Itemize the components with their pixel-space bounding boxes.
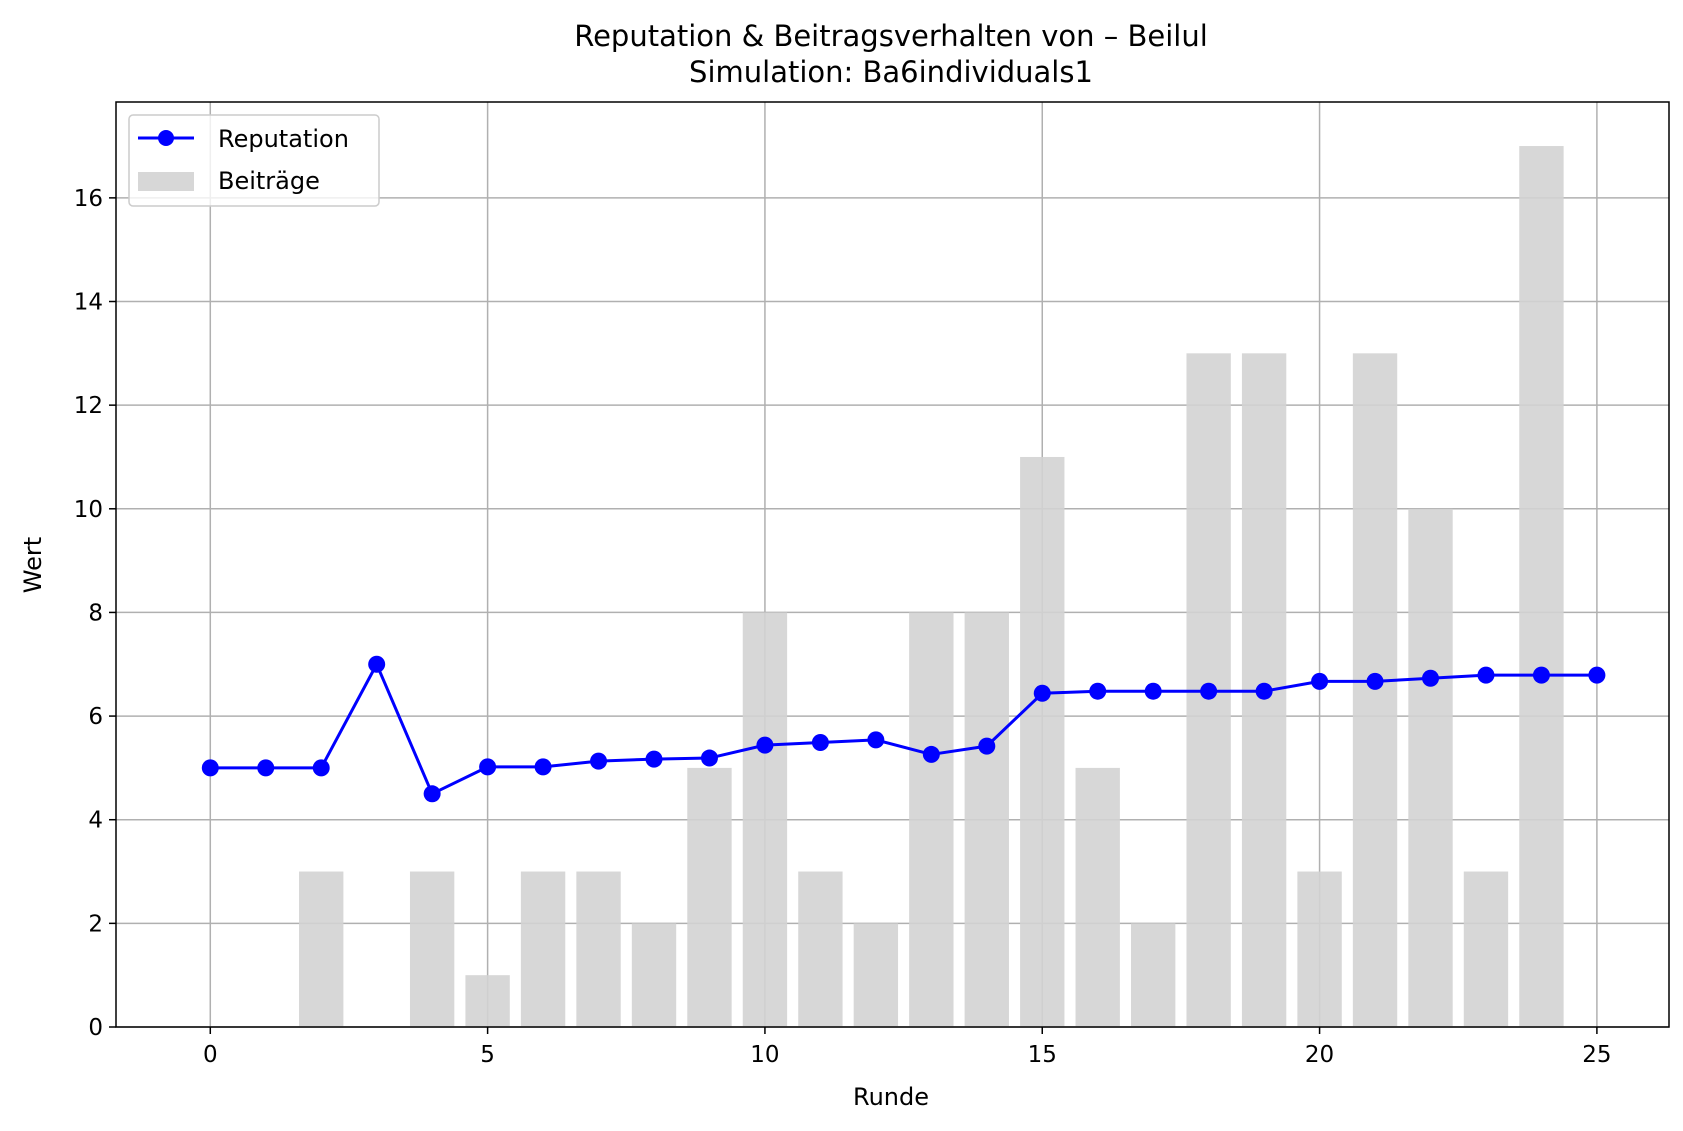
y-tick-label: 14	[74, 290, 103, 316]
reputation-point	[201, 759, 219, 777]
bar	[1352, 353, 1398, 1027]
plot-frame	[115, 101, 1670, 1028]
bar	[798, 871, 843, 1027]
reputation-point	[1532, 666, 1550, 684]
reputation-point	[534, 758, 552, 776]
legend-label-reputation: Reputation	[218, 125, 349, 153]
y-tick-label: 2	[88, 911, 103, 937]
reputation-point	[590, 752, 608, 770]
reputation-point	[1089, 682, 1107, 700]
legend-bar-swatch	[138, 172, 194, 191]
y-axis-label: Wert	[19, 537, 47, 593]
bar	[1463, 871, 1509, 1027]
x-tick-label: 20	[1305, 1042, 1334, 1068]
chart-title: Reputation & Beitragsverhalten von – Bei…	[574, 19, 1208, 53]
y-tick-label: 10	[74, 497, 103, 523]
bar	[853, 923, 899, 1027]
reputation-point	[1033, 684, 1051, 702]
line-series	[201, 655, 1606, 803]
reputation-point	[368, 655, 386, 673]
bar	[576, 871, 621, 1027]
reputation-point	[1200, 682, 1218, 700]
bar	[631, 923, 677, 1027]
legend-marker-swatch	[158, 130, 174, 146]
chart-subtitle: Simulation: Ba6individuals1	[689, 55, 1093, 89]
reputation-point	[423, 785, 441, 803]
reputation-point	[1588, 666, 1606, 684]
bar-series	[299, 146, 1564, 1028]
reputation-point	[1255, 682, 1273, 700]
x-tick-label: 15	[1028, 1042, 1057, 1068]
reputation-point	[922, 745, 940, 763]
reputation-line	[210, 662, 1597, 796]
bar	[1519, 146, 1564, 1028]
y-tick-label: 12	[74, 393, 103, 419]
bar	[409, 871, 455, 1027]
bar	[1408, 508, 1453, 1027]
reputation-point	[756, 736, 774, 754]
reputation-point	[700, 749, 718, 767]
bar	[520, 871, 566, 1027]
bar	[465, 975, 510, 1027]
bar	[1297, 871, 1342, 1027]
y-tick-label: 16	[74, 186, 103, 212]
x-axis: 0 5 10 15 20 25	[203, 1027, 1612, 1068]
reputation-point	[479, 758, 497, 776]
y-axis: 0 2 4 6 8 10 12 14 16	[74, 186, 116, 1041]
reputation-point	[1477, 666, 1495, 684]
y-tick-label: 8	[88, 600, 103, 626]
bar	[909, 612, 954, 1027]
x-tick-label: 10	[750, 1042, 779, 1068]
x-tick-label: 0	[203, 1042, 218, 1068]
bar	[964, 612, 1009, 1027]
y-tick-label: 0	[88, 1015, 103, 1041]
legend-label-beitraege: Beiträge	[218, 167, 320, 195]
reputation-point	[1144, 682, 1162, 700]
reputation-point	[978, 737, 996, 755]
x-axis-label: Runde	[853, 1083, 929, 1111]
bar	[1130, 923, 1176, 1027]
legend: Reputation Beiträge	[128, 114, 380, 207]
y-tick-label: 4	[88, 808, 103, 834]
bar	[687, 767, 732, 1027]
reputation-point	[867, 731, 885, 749]
reputation-point	[1422, 669, 1440, 687]
reputation-point	[1311, 672, 1329, 690]
reputation-point	[811, 734, 829, 752]
bar	[1020, 456, 1065, 1027]
bar	[299, 871, 344, 1027]
x-tick-label: 5	[480, 1042, 495, 1068]
reputation-point	[312, 759, 330, 777]
reputation-point	[645, 750, 663, 768]
bar	[742, 612, 788, 1027]
reputation-point	[1366, 672, 1384, 690]
x-tick-label: 25	[1582, 1042, 1611, 1068]
y-tick-label: 6	[88, 704, 103, 730]
reputation-point	[257, 759, 275, 777]
bar	[1075, 767, 1120, 1027]
